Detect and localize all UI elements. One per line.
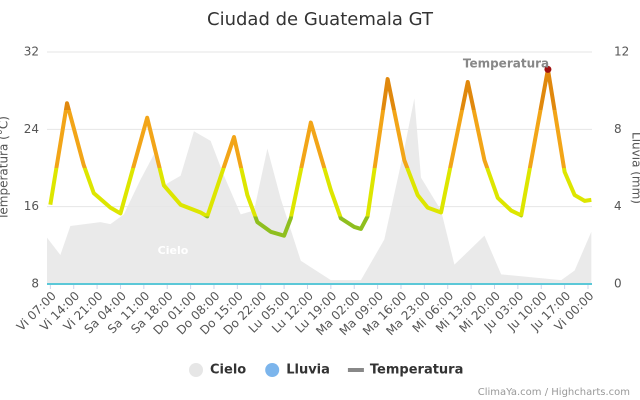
legend-symbol [189, 363, 203, 377]
y2-tick-label: 12 [614, 45, 629, 59]
y-tick-label: 24 [24, 122, 39, 136]
y2-tick-label: 8 [614, 122, 622, 136]
chart-title: Ciudad de Guatemala GT [207, 9, 434, 30]
y-tick-label: 8 [31, 277, 39, 291]
legend-symbol [265, 363, 280, 377]
max-marker [544, 65, 552, 73]
temperature-line [48, 67, 592, 238]
legend-label: Temperatura [370, 363, 463, 378]
y2-tick-label: 0 [614, 277, 622, 291]
legend-label: Cielo [210, 363, 246, 378]
credit: ClimaYa.com / Highcharts.com [478, 387, 630, 398]
y-tick-label: 16 [24, 199, 39, 213]
y-axis-title: Temperatura (°C) [0, 116, 11, 221]
annotation: Cielo [158, 244, 189, 257]
legend-label: Lluvia [286, 363, 330, 378]
y-tick-label: 32 [24, 45, 39, 59]
cloud-area [47, 98, 592, 285]
y2-tick-label: 4 [614, 199, 622, 213]
annotation: Temperatura [463, 57, 549, 71]
y2-axis-title: Lluvia (mm) [630, 132, 640, 204]
